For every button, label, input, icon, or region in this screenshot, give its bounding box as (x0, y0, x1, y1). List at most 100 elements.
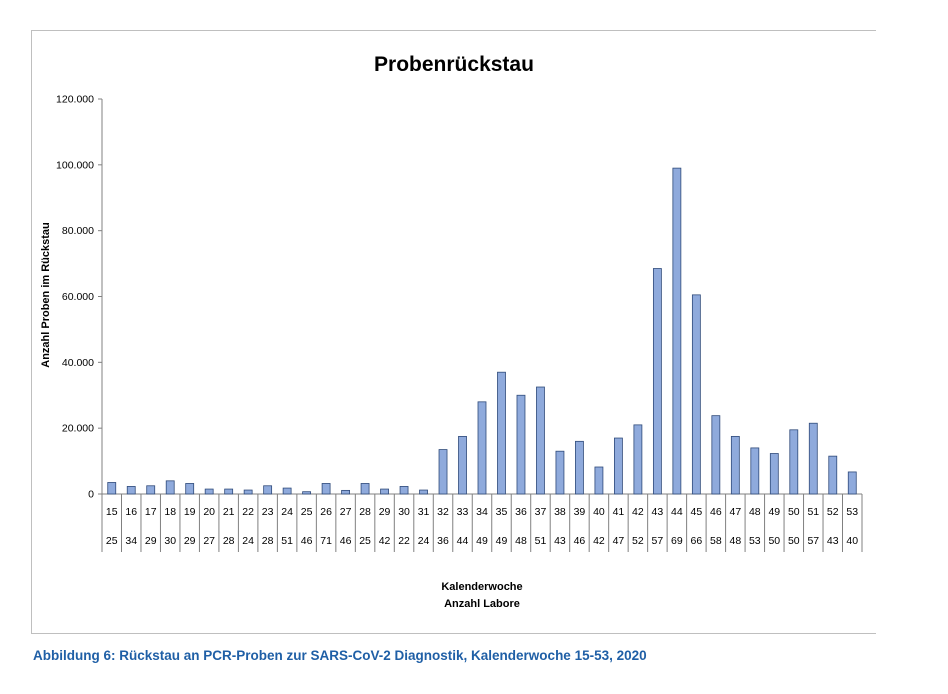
bar (204, 488, 214, 495)
x-tick-label-week: 47 (729, 506, 741, 518)
x-tick-label-labs: 46 (340, 535, 352, 547)
bar (691, 294, 701, 495)
bar (146, 485, 156, 495)
x-tick-label-labs: 69 (671, 535, 683, 547)
bar (516, 394, 526, 495)
x-tick-label-week: 40 (593, 506, 605, 518)
x-tick-label-week: 15 (106, 506, 118, 518)
x-tick-label-week: 45 (691, 506, 703, 518)
x-tick-label-labs: 25 (359, 535, 371, 547)
bar (594, 466, 604, 495)
x-tick-label-labs: 36 (437, 535, 449, 547)
x-tick-label-week: 51 (807, 506, 819, 518)
x-tick-label-labs: 43 (554, 535, 566, 547)
bar (847, 471, 857, 495)
bar (380, 488, 389, 495)
x-tick-label-labs: 24 (418, 535, 430, 547)
x-tick-label-week: 53 (846, 506, 858, 518)
x-tick-label-week: 52 (827, 506, 839, 518)
x-tick-label-labs: 47 (613, 535, 625, 547)
x-tick-label-week: 30 (398, 506, 410, 518)
y-axis-label: Anzahl Proben im Rückstau (40, 222, 52, 367)
x-tick-label-week: 50 (788, 506, 800, 518)
bar (224, 488, 234, 495)
x-tick-label-labs: 43 (827, 535, 839, 547)
x-tick-label-week: 34 (476, 506, 488, 518)
x-tick-label-week: 16 (125, 506, 137, 518)
plot-area: 0 20.000 40.000 60.000 80.000 100.000 120.000 1… (56, 94, 863, 552)
x-tick-label-week: 24 (281, 506, 293, 518)
bar (321, 483, 331, 495)
bar (555, 450, 565, 495)
x-tick-label-labs: 66 (691, 535, 703, 547)
x-tick-label-week: 18 (164, 506, 176, 518)
x-tick-label-labs: 51 (281, 535, 293, 547)
x-tick-label-labs: 44 (457, 535, 469, 547)
x-tick-label-week: 29 (379, 506, 391, 518)
bar (107, 482, 117, 495)
x-tick-label-week: 43 (652, 506, 664, 518)
x-tick-label-week: 32 (437, 506, 449, 518)
bar (769, 453, 779, 495)
x-tick-label-week: 23 (262, 506, 274, 518)
bar (243, 489, 253, 495)
bar (633, 424, 643, 495)
y-tick-label: 20.000 (62, 423, 94, 435)
bar (360, 483, 370, 495)
x-tick-label-labs: 25 (106, 535, 118, 547)
x-tick-label-week: 17 (145, 506, 157, 518)
x-tick-label-week: 36 (515, 506, 527, 518)
x-tick-label-week: 48 (749, 506, 761, 518)
y-tick-label: 60.000 (62, 291, 94, 303)
x-tick-label-labs: 30 (164, 535, 176, 547)
bar (808, 422, 818, 495)
x-tick-label-labs: 29 (184, 535, 196, 547)
bar (341, 489, 350, 495)
x-tick-label-labs: 46 (301, 535, 313, 547)
x-tick-label-week: 27 (340, 506, 352, 518)
x-axis-label: Kalenderwoche (441, 581, 522, 593)
x-tick-label-labs: 27 (203, 535, 215, 547)
x-tick-label-week: 28 (359, 506, 371, 518)
bar (575, 440, 584, 495)
bar (789, 429, 799, 495)
bar (750, 447, 760, 495)
bar (419, 489, 428, 495)
x-tick-label-labs: 40 (846, 535, 858, 547)
bar (438, 449, 448, 495)
x-tick-label-labs: 28 (262, 535, 274, 547)
x-tick-label-labs: 49 (496, 535, 508, 547)
x-tick-label-week: 19 (184, 506, 196, 518)
x-tick-label-labs: 58 (710, 535, 722, 547)
y-tick-label: 100.000 (56, 159, 94, 171)
bar (126, 486, 136, 495)
bar (614, 437, 623, 495)
x-tick-label-labs: 46 (574, 535, 586, 547)
chart-title: Probenrückstau (374, 53, 534, 76)
x-tick-label-labs: 49 (476, 535, 488, 547)
x-tick-label-labs: 34 (125, 535, 137, 547)
bar (399, 486, 409, 495)
x-tick-label-week: 26 (320, 506, 332, 518)
bar (672, 167, 682, 495)
y-tick-label: 40.000 (62, 357, 94, 369)
x-tick-label-labs: 50 (788, 535, 800, 547)
x-tick-label-labs: 53 (749, 535, 761, 547)
bar (536, 386, 545, 495)
x-tick-label-labs: 48 (729, 535, 741, 547)
x-tick-label-labs: 29 (145, 535, 157, 547)
x-tick-label-labs: 42 (379, 535, 391, 547)
x-tick-label-labs: 42 (593, 535, 605, 547)
bar-chart: Probenrückstau Anzahl Proben im Rückstau… (40, 53, 863, 610)
x-tick-label-week: 20 (203, 506, 215, 518)
bar (282, 487, 292, 495)
x-tick-label-week: 21 (223, 506, 235, 518)
y-tick-label: 0 (88, 489, 94, 501)
x-tick-label-week: 35 (496, 506, 508, 518)
x-tick-label-labs: 24 (242, 535, 254, 547)
bar (458, 435, 467, 495)
y-tick-label: 120.000 (56, 94, 94, 106)
x-tick-label-week: 41 (613, 506, 625, 518)
x-tick-label-labs: 51 (535, 535, 547, 547)
x-tick-label-labs: 50 (768, 535, 780, 547)
